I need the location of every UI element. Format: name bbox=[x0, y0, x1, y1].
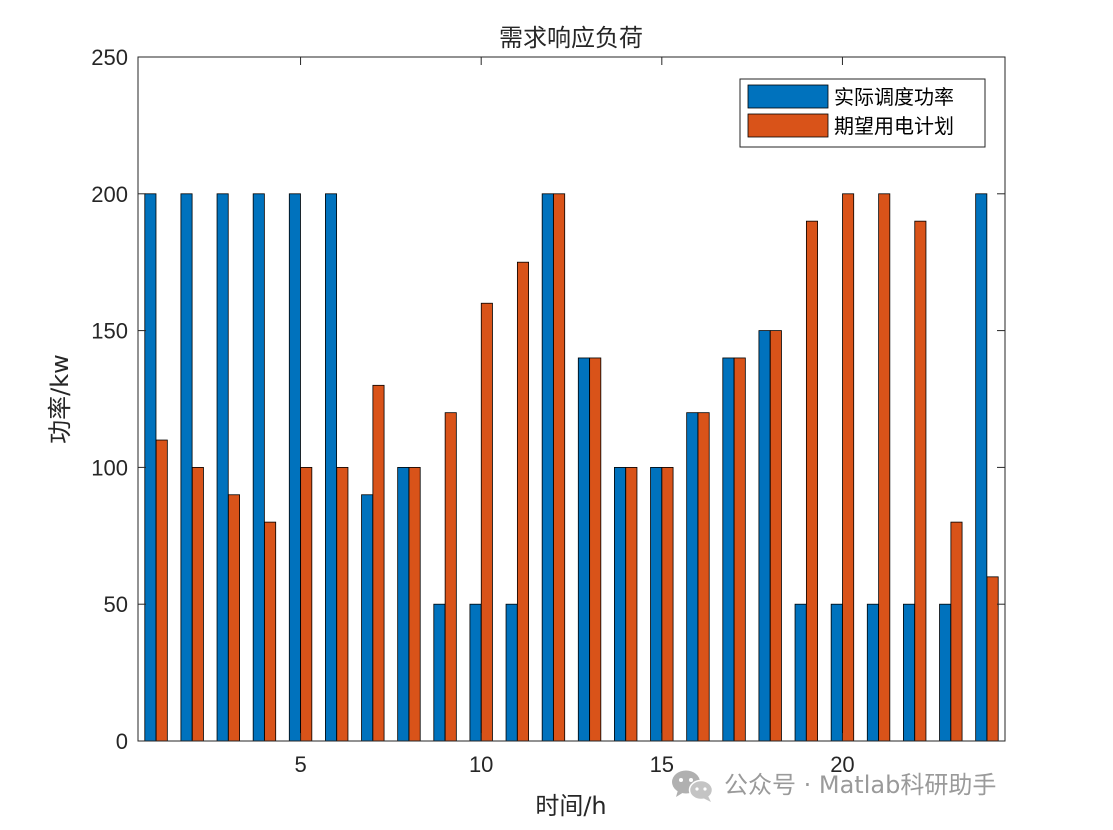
legend-swatch-2 bbox=[747, 113, 829, 138]
y-tick-label: 200 bbox=[91, 182, 128, 207]
bar-series-2-8 bbox=[408, 466, 421, 742]
bar-series-2-9 bbox=[444, 412, 457, 742]
bar-series-1-17 bbox=[722, 357, 735, 742]
bar-series-1-6 bbox=[325, 193, 338, 742]
bar-series-2-19 bbox=[805, 220, 818, 742]
bar-series-1-15 bbox=[650, 466, 663, 742]
watermark: 公众号 · Matlab科研助手 bbox=[672, 770, 996, 802]
bar-series-2-23 bbox=[950, 521, 963, 742]
ticks-layer: 0 50 100 150 200 250 5 10 15 20 bbox=[91, 45, 1005, 777]
bar-series-1-19 bbox=[794, 603, 807, 742]
bar-series-1-23 bbox=[939, 603, 952, 742]
legend-swatch-1 bbox=[747, 84, 829, 109]
bar-series-1-5 bbox=[288, 193, 301, 742]
bar-series-2-2 bbox=[191, 466, 204, 742]
x-tick-label: 20 bbox=[830, 752, 854, 777]
bar-series-2-1 bbox=[155, 439, 168, 742]
bar-series-1-8 bbox=[397, 466, 410, 742]
legend-label-1: 实际调度功率 bbox=[834, 85, 954, 109]
bar-series-2-16 bbox=[697, 412, 710, 742]
y-axis-label: 功率/kw bbox=[46, 354, 74, 444]
bar-series-2-3 bbox=[227, 494, 240, 742]
bar-series-1-9 bbox=[433, 603, 446, 742]
bar-series-2-6 bbox=[336, 466, 349, 742]
y-tick-label: 250 bbox=[91, 45, 128, 70]
bar-series-2-10 bbox=[480, 302, 493, 742]
bar-series-1-21 bbox=[866, 603, 879, 742]
bar-series-2-18 bbox=[769, 330, 782, 742]
bar-series-1-20 bbox=[830, 603, 843, 742]
y-tick-label: 0 bbox=[116, 729, 128, 754]
bar-series-1-11 bbox=[505, 603, 518, 742]
bar-series-2-7 bbox=[372, 384, 385, 742]
y-tick-label: 150 bbox=[91, 319, 128, 344]
x-tick-label: 15 bbox=[650, 752, 674, 777]
bar-series-1-13 bbox=[577, 357, 590, 742]
bar-series-1-4 bbox=[252, 193, 265, 742]
bar-series-2-20 bbox=[842, 193, 855, 742]
x-tick-label: 5 bbox=[294, 752, 306, 777]
bar-series-2-24 bbox=[986, 576, 999, 742]
bar-series-2-21 bbox=[878, 193, 891, 742]
bar-series-1-7 bbox=[361, 494, 374, 742]
watermark-text: 公众号 · Matlab科研助手 bbox=[724, 771, 996, 799]
y-tick-label: 100 bbox=[91, 455, 128, 480]
bar-series-1-10 bbox=[469, 603, 482, 742]
y-tick-label: 50 bbox=[104, 592, 128, 617]
bar-series-2-5 bbox=[300, 466, 313, 742]
bar-series-1-14 bbox=[614, 466, 627, 742]
bar-series-1-22 bbox=[903, 603, 916, 742]
bar-series-1-16 bbox=[686, 412, 699, 742]
bar-series-1-18 bbox=[758, 330, 771, 742]
wechat-icon bbox=[672, 770, 714, 802]
x-axis-label: 时间/h bbox=[535, 792, 606, 820]
chart-title: 需求响应负荷 bbox=[499, 24, 643, 52]
plot-frame bbox=[137, 56, 1006, 742]
bar-series-2-22 bbox=[914, 220, 927, 742]
bar-series-2-13 bbox=[589, 357, 602, 742]
bar-series-2-11 bbox=[516, 261, 529, 742]
bar-series-2-12 bbox=[553, 193, 566, 742]
bar-series-2-14 bbox=[625, 466, 638, 742]
bar-series-2-4 bbox=[264, 521, 277, 742]
bar-series-1-1 bbox=[144, 193, 157, 742]
bar-series-1-24 bbox=[975, 193, 988, 742]
bar-series-2-15 bbox=[661, 466, 674, 742]
bar-series-1-3 bbox=[216, 193, 229, 742]
x-tick-label: 10 bbox=[469, 752, 493, 777]
bar-series-1-2 bbox=[180, 193, 193, 742]
bar-series-1-12 bbox=[541, 193, 554, 742]
legend-label-2: 期望用电计划 bbox=[834, 114, 954, 138]
bar-series-2-17 bbox=[733, 357, 746, 742]
